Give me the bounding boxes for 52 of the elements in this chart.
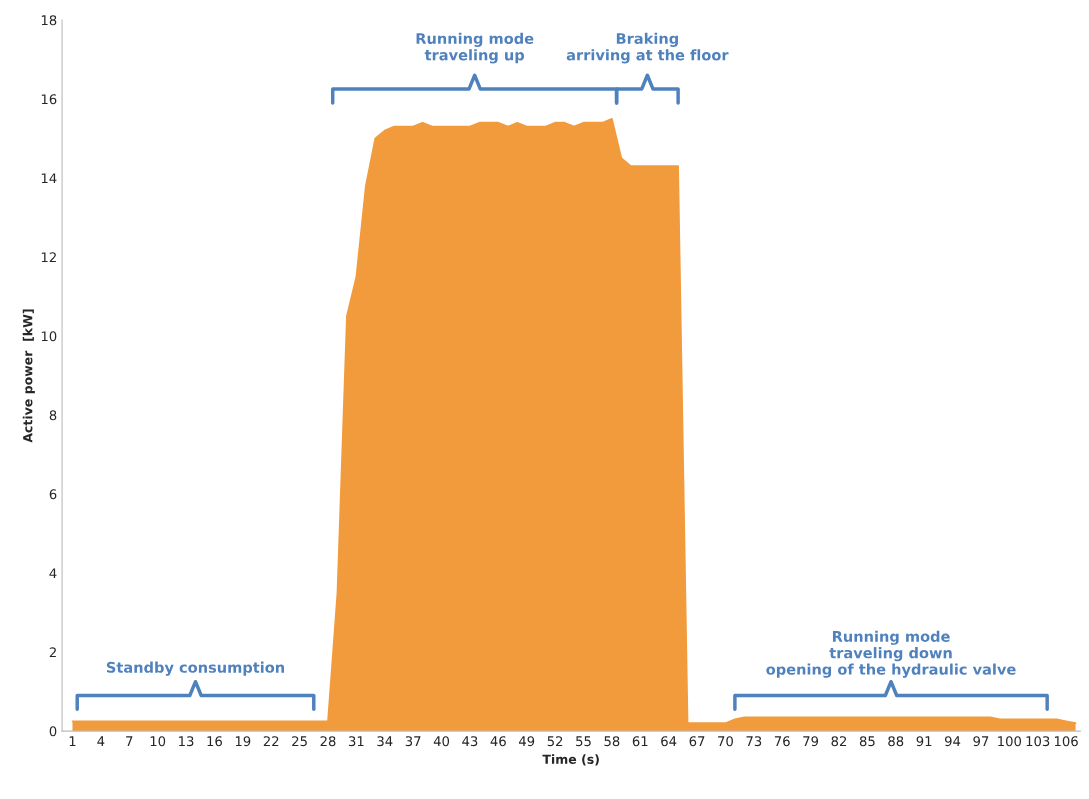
- y-tick-label: 18: [41, 15, 57, 26]
- x-tick-label: 88: [888, 736, 904, 747]
- x-tick-label: 28: [320, 736, 336, 747]
- x-tick-label: 106: [1054, 736, 1078, 747]
- y-tick-label: 2: [49, 647, 56, 658]
- x-tick-label: 100: [998, 736, 1022, 747]
- x-tick-label: 31: [348, 736, 364, 747]
- x-tick-label: 67: [689, 736, 705, 747]
- x-tick-label: 16: [207, 736, 222, 747]
- y-tick-label: 12: [41, 252, 56, 263]
- annotation: Braking arriving at the floor: [566, 32, 729, 64]
- y-tick-label: 10: [41, 331, 57, 342]
- x-tick-label: 22: [263, 736, 279, 746]
- annotation: Running mode traveling up: [416, 32, 534, 64]
- x-tick-label: 37: [405, 736, 421, 747]
- x-tick-label: 46: [490, 736, 506, 747]
- x-tick-label: 61: [632, 736, 648, 747]
- x-tick-label: 4: [97, 736, 105, 746]
- x-tick-label: 79: [803, 736, 819, 747]
- x-tick-label: 76: [774, 736, 790, 747]
- x-tick-label: 1: [69, 736, 76, 746]
- x-tick-label: 82: [831, 736, 847, 747]
- y-tick-label: 8: [49, 410, 57, 421]
- x-axis-title: Time (s): [542, 754, 599, 766]
- x-tick-label: 34: [377, 736, 393, 747]
- y-axis-title: Active power [kW]: [22, 309, 35, 443]
- y-tick-label: 16: [41, 94, 57, 105]
- x-tick-label: 10: [150, 736, 166, 747]
- x-tick-label: 40: [433, 736, 450, 747]
- x-tick-label: 94: [944, 736, 961, 747]
- x-tick-label: 49: [518, 736, 535, 747]
- x-tick-label: 55: [576, 736, 591, 747]
- annotation: Running mode traveling down opening of the hydraulic valve: [766, 630, 1016, 678]
- x-tick-label: 91: [916, 736, 932, 747]
- x-tick-label: 73: [746, 736, 762, 747]
- x-tick-label: 19: [235, 736, 251, 747]
- annotation: Standby consumption: [106, 661, 284, 676]
- y-tick-label: 6: [49, 489, 57, 500]
- x-tick-label: 70: [718, 736, 733, 747]
- y-tick-label: 0: [49, 726, 57, 737]
- x-tick-label: 13: [179, 736, 194, 747]
- x-tick-label: 85: [859, 736, 875, 747]
- y-tick-label: 14: [41, 173, 57, 184]
- x-tick-label: 64: [661, 736, 677, 747]
- x-tick-label: 52: [547, 736, 563, 747]
- x-tick-label: 58: [604, 736, 620, 747]
- x-tick-label: 7: [126, 736, 133, 746]
- y-tick-label: 4: [49, 568, 57, 579]
- x-tick-label: 97: [973, 736, 989, 747]
- x-tick-label: 103: [1026, 736, 1050, 747]
- x-tick-label: 25: [292, 736, 307, 747]
- x-tick-label: 43: [462, 736, 478, 747]
